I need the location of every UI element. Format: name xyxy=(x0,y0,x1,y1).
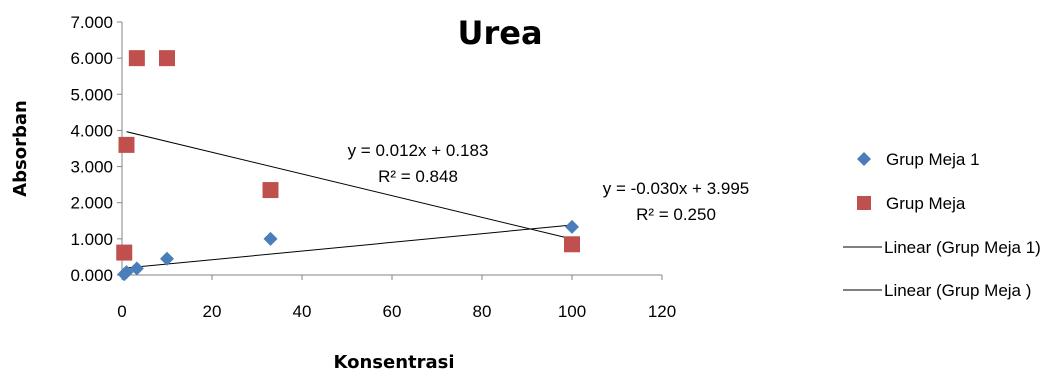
data-point-series-2 xyxy=(159,50,175,67)
trendline-1-r2: R² = 0.848 xyxy=(378,167,458,186)
trendline-2 xyxy=(126,131,573,240)
y-tick-label: 1.000 xyxy=(70,230,113,249)
x-tick-label: 80 xyxy=(473,302,492,321)
y-axis-title: Absorban xyxy=(10,100,31,197)
data-point-series-1 xyxy=(160,251,174,266)
legend-label-grup-meja-1: Grup Meja 1 xyxy=(886,150,980,169)
trendline-2-equation: y = -0.030x + 3.995 xyxy=(603,179,750,198)
trendline-1 xyxy=(126,224,573,269)
y-tick-label: 7.000 xyxy=(70,13,113,32)
data-point-series-1 xyxy=(565,219,579,234)
legend-label-linear-1: Linear (Grup Meja 1) xyxy=(884,238,1041,257)
data-point-series-2 xyxy=(262,182,279,199)
legend-label-grup-meja: Grup Meja xyxy=(886,194,966,213)
data-point-series-2 xyxy=(564,236,580,253)
x-axis-title: Konsentrasi xyxy=(333,352,454,373)
x-axis-ticks: 0 20 40 60 80 100 120 xyxy=(117,275,676,321)
x-tick-label: 100 xyxy=(558,302,586,321)
legend-marker-grup-meja xyxy=(857,196,871,210)
x-tick-label: 0 xyxy=(117,302,126,321)
trendline-2-r2: R² = 0.250 xyxy=(636,205,716,224)
trendlines xyxy=(126,131,573,269)
trendline-1-equation: y = 0.012x + 0.183 xyxy=(348,141,489,160)
y-tick-label: 4.000 xyxy=(70,121,113,140)
legend-label-linear-2: Linear (Grup Meja ) xyxy=(884,281,1031,300)
data-point-series-2 xyxy=(128,50,145,67)
x-tick-label: 40 xyxy=(293,302,312,321)
data-point-series-2 xyxy=(118,136,135,153)
data-point-series-2 xyxy=(116,244,133,261)
x-tick-label: 60 xyxy=(383,302,402,321)
legend-marker-grup-meja-1 xyxy=(857,152,871,166)
data-points xyxy=(116,50,580,282)
y-tick-label: 6.000 xyxy=(70,49,113,68)
y-tick-label: 5.000 xyxy=(70,85,113,104)
y-tick-label: 2.000 xyxy=(70,194,113,213)
y-tick-label: 3.000 xyxy=(70,158,113,177)
y-tick-label: 0.000 xyxy=(70,266,113,285)
data-point-series-1 xyxy=(129,261,144,276)
data-point-series-1 xyxy=(263,231,278,246)
x-tick-label: 20 xyxy=(203,302,222,321)
legend: Grup Meja 1 Grup Meja Linear (Grup Meja … xyxy=(843,150,1041,300)
y-axis-ticks: 0.000 1.000 2.000 3.000 4.000 5.000 6.000 7.000 xyxy=(70,13,122,285)
x-tick-label: 120 xyxy=(648,302,676,321)
chart-title: Urea xyxy=(457,14,542,52)
